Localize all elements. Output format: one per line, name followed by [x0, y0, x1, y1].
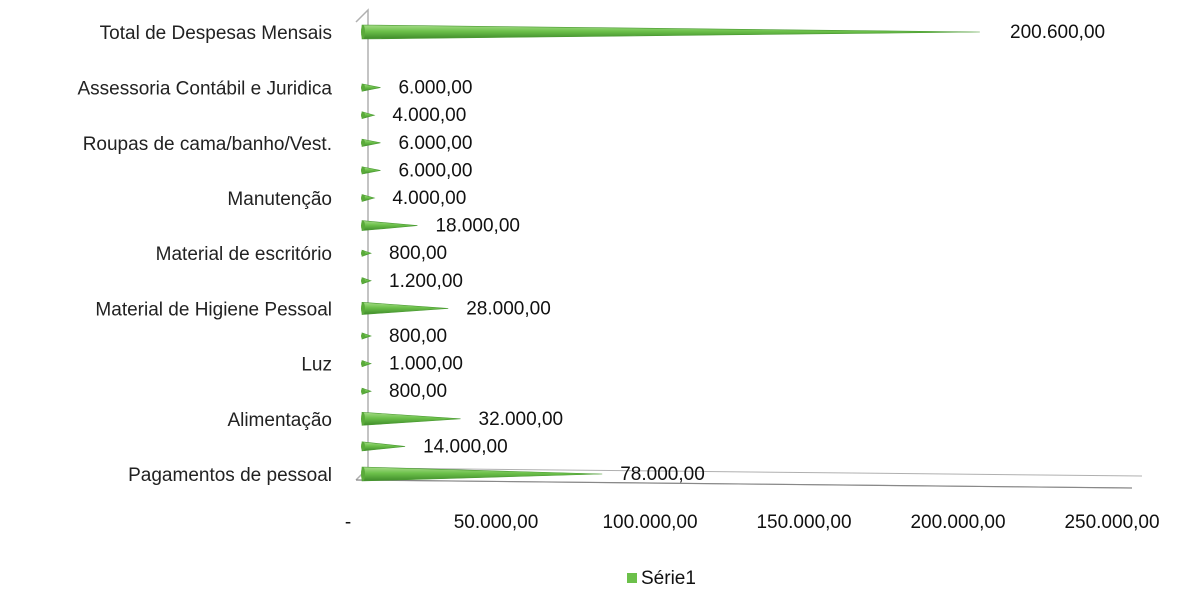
bar-base [361, 166, 365, 175]
category-labels: Pagamentos de pessoal Alimentação Luz Mater… [77, 23, 332, 486]
x-tick-label: - [345, 512, 351, 533]
x-tick-label: 150.000,00 [756, 512, 851, 533]
bar-base [361, 194, 365, 202]
bar-base [361, 250, 365, 257]
category-label: Total de Despesas Mensais [100, 23, 332, 44]
category-label: Material de escritório [156, 244, 332, 265]
data-label: 28.000,00 [466, 298, 551, 319]
category-label: Manutenção [227, 189, 332, 210]
x-tick-label: 200.000,00 [910, 512, 1005, 533]
bar-base [361, 83, 365, 92]
data-label: 4.000,00 [392, 188, 466, 209]
bar-base [361, 277, 365, 284]
bar-base [361, 332, 365, 340]
data-label: 800,00 [389, 243, 447, 264]
bar-base [361, 220, 365, 231]
legend: Série1 [627, 568, 696, 589]
bar-base [361, 441, 365, 451]
y-axis-wall [355, 8, 369, 481]
bar [361, 411, 461, 426]
x-tick-label: 50.000,00 [454, 512, 539, 533]
category-label: Pagamentos de pessoal [128, 465, 332, 486]
legend-label: Série1 [641, 568, 696, 589]
data-label: 1.000,00 [389, 354, 463, 375]
x-tick-label: 100.000,00 [602, 512, 697, 533]
bars [361, 24, 980, 482]
bar [361, 301, 449, 315]
category-label: Alimentação [227, 410, 332, 431]
bar-base [361, 388, 365, 395]
data-label: 6.000,00 [398, 78, 472, 99]
bar-base [361, 139, 365, 147]
bar-base [361, 25, 365, 39]
bar [361, 24, 980, 40]
bar-base [361, 111, 365, 119]
category-label: Roupas de cama/banho/Vest. [83, 134, 332, 155]
x-axis-line [355, 479, 1133, 489]
data-label: 1.200,00 [389, 271, 463, 292]
category-label: Luz [301, 355, 332, 376]
x-tick-labels: - 50.000,00 100.000,00 150.000,00 200.000,00… [345, 512, 1160, 533]
data-label: 4.000,00 [392, 105, 466, 126]
bar-base [361, 302, 365, 315]
data-label: 32.000,00 [479, 409, 564, 430]
data-label: 6.000,00 [398, 133, 472, 154]
bar-base [361, 412, 365, 426]
data-label: 800,00 [389, 326, 447, 347]
category-label: Material de Higiene Pessoal [95, 299, 332, 320]
data-label: 18.000,00 [435, 216, 520, 237]
x-tick-label: 250.000,00 [1064, 512, 1159, 533]
bar-base [361, 360, 365, 367]
data-label: 800,00 [389, 381, 447, 402]
data-label: 6.000,00 [398, 160, 472, 181]
bar [361, 441, 406, 452]
category-label: Assessoria Contábil e Juridica [77, 79, 332, 100]
bar-base [361, 467, 365, 481]
data-label: 200.600,00 [1010, 22, 1105, 43]
legend-swatch [627, 573, 637, 583]
data-label: 78.000,00 [620, 464, 705, 485]
axes [355, 8, 1143, 489]
bar [361, 220, 418, 231]
data-labels: 78.000,00 14.000,00 32.000,00 800,00 1.000,0… [389, 22, 1105, 485]
data-label: 14.000,00 [423, 436, 508, 457]
